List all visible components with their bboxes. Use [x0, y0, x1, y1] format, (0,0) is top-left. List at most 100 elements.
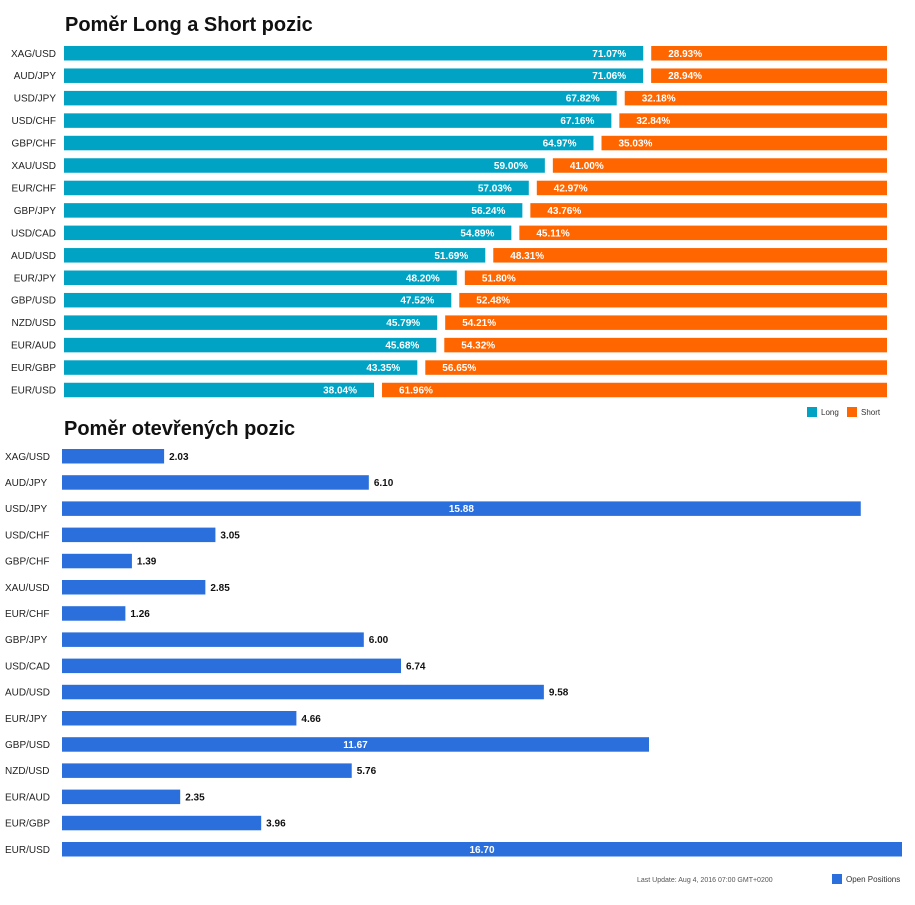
open-positions-bar	[62, 553, 132, 569]
long-value-label: 45.68%	[385, 341, 419, 352]
long-value-label: 59.00%	[494, 161, 528, 172]
open-positions-bar	[62, 789, 181, 805]
short-bar	[552, 158, 887, 173]
short-bar	[444, 337, 887, 353]
long-bar	[64, 315, 438, 330]
short-bar	[493, 248, 887, 263]
category-label: XAG/USD	[11, 49, 56, 60]
open-positions-bar	[62, 527, 216, 543]
short-value-label: 28.93%	[668, 49, 702, 60]
category-label: GBP/JPY	[14, 206, 57, 217]
short-bar	[601, 135, 887, 151]
category-label: XAG/USD	[5, 452, 50, 463]
bar-value-label: 2.03	[169, 452, 189, 463]
category-label: EUR/JPY	[14, 273, 57, 284]
long-bar	[64, 46, 644, 61]
category-label: AUD/USD	[5, 688, 50, 699]
long-bar	[64, 382, 375, 398]
legend-swatch-long	[807, 407, 817, 417]
short-value-label: 52.48%	[476, 296, 510, 307]
open-positions-bar	[62, 737, 649, 752]
long-bar	[64, 225, 512, 241]
short-bar	[519, 225, 887, 241]
category-label: AUD/JPY	[5, 478, 48, 489]
legend-label-long: Long	[821, 408, 839, 417]
long-value-label: 51.69%	[434, 251, 468, 262]
long-value-label: 43.35%	[366, 363, 400, 374]
open-positions-chart-title: Poměr otevřených pozic	[64, 418, 296, 440]
short-value-label: 41.00%	[570, 161, 604, 172]
open-positions-bar	[62, 501, 861, 516]
open-positions-bar	[62, 606, 126, 621]
long-value-label: 45.79%	[386, 318, 420, 329]
open-positions-bar	[62, 658, 402, 674]
open-positions-bar	[62, 684, 544, 700]
category-label: EUR/CHF	[12, 183, 56, 194]
category-label: GBP/JPY	[5, 635, 48, 646]
category-label: EUR/USD	[11, 386, 56, 397]
short-value-label: 56.65%	[442, 363, 476, 374]
bar-value-label: 6.10	[374, 478, 394, 489]
category-label: NZD/USD	[12, 318, 56, 329]
bar-value-label: 11.67	[343, 740, 368, 751]
long-value-label: 56.24%	[471, 206, 505, 217]
category-label: NZD/USD	[5, 766, 49, 777]
short-bar	[425, 360, 887, 375]
long-value-label: 64.97%	[543, 139, 577, 150]
category-label: USD/CHF	[5, 530, 49, 541]
category-label: EUR/GBP	[11, 363, 56, 374]
long-short-chart-title: Poměr Long a Short pozic	[65, 14, 313, 36]
short-value-label: 48.31%	[510, 251, 544, 262]
long-bar	[64, 135, 594, 151]
legend-swatch-open-positions	[832, 874, 842, 884]
bar-value-label: 2.35	[185, 792, 205, 803]
category-label: EUR/CHF	[5, 609, 49, 620]
short-bar	[536, 180, 887, 196]
long-bar	[64, 248, 486, 263]
long-bar	[64, 292, 452, 308]
bar-value-label: 6.00	[369, 635, 389, 646]
bar-value-label: 9.58	[549, 688, 569, 699]
short-value-label: 51.80%	[482, 273, 516, 284]
open-positions-bar	[62, 711, 297, 726]
last-update-note: Last Update: Aug 4, 2016 07:00 GMT+0200	[637, 877, 773, 884]
short-bar	[382, 382, 887, 398]
open-positions-bar	[62, 449, 165, 464]
open-positions-bar	[62, 580, 206, 595]
short-bar	[459, 292, 887, 308]
bar-value-label: 6.74	[406, 661, 426, 672]
bar-value-label: 16.70	[469, 845, 494, 856]
long-bar	[64, 113, 612, 128]
category-label: EUR/USD	[5, 845, 50, 856]
short-value-label: 42.97%	[554, 183, 588, 194]
long-short-chart: XAG/USD 71.07% 28.93% AUD/JPY 71.06% 28.94% US…	[11, 46, 887, 417]
category-label: GBP/USD	[11, 296, 56, 307]
bar-value-label: 2.85	[210, 583, 230, 594]
long-value-label: 47.52%	[400, 296, 434, 307]
category-label: AUD/USD	[11, 251, 56, 262]
bar-value-label: 3.05	[220, 530, 240, 541]
short-bar	[445, 315, 887, 330]
open-positions-bar	[62, 842, 902, 857]
long-bar	[64, 158, 545, 173]
long-bar	[64, 90, 617, 106]
legend-swatch-short	[847, 407, 857, 417]
legend-label-short: Short	[861, 408, 881, 417]
short-value-label: 54.32%	[461, 341, 495, 352]
short-bar	[624, 90, 887, 106]
category-label: USD/CHF	[12, 116, 56, 127]
category-label: GBP/CHF	[5, 557, 49, 568]
category-label: GBP/CHF	[12, 139, 56, 150]
category-label: GBP/USD	[5, 740, 50, 751]
long-bar	[64, 337, 437, 353]
category-label: EUR/AUD	[5, 792, 50, 803]
long-value-label: 38.04%	[323, 386, 357, 397]
bar-value-label: 5.76	[357, 766, 377, 777]
bar-value-label: 3.96	[266, 819, 286, 830]
short-value-label: 54.21%	[462, 318, 496, 329]
short-value-label: 32.84%	[636, 116, 670, 127]
category-label: USD/JPY	[5, 504, 48, 515]
short-value-label: 43.76%	[547, 206, 581, 217]
short-value-label: 45.11%	[536, 228, 569, 239]
